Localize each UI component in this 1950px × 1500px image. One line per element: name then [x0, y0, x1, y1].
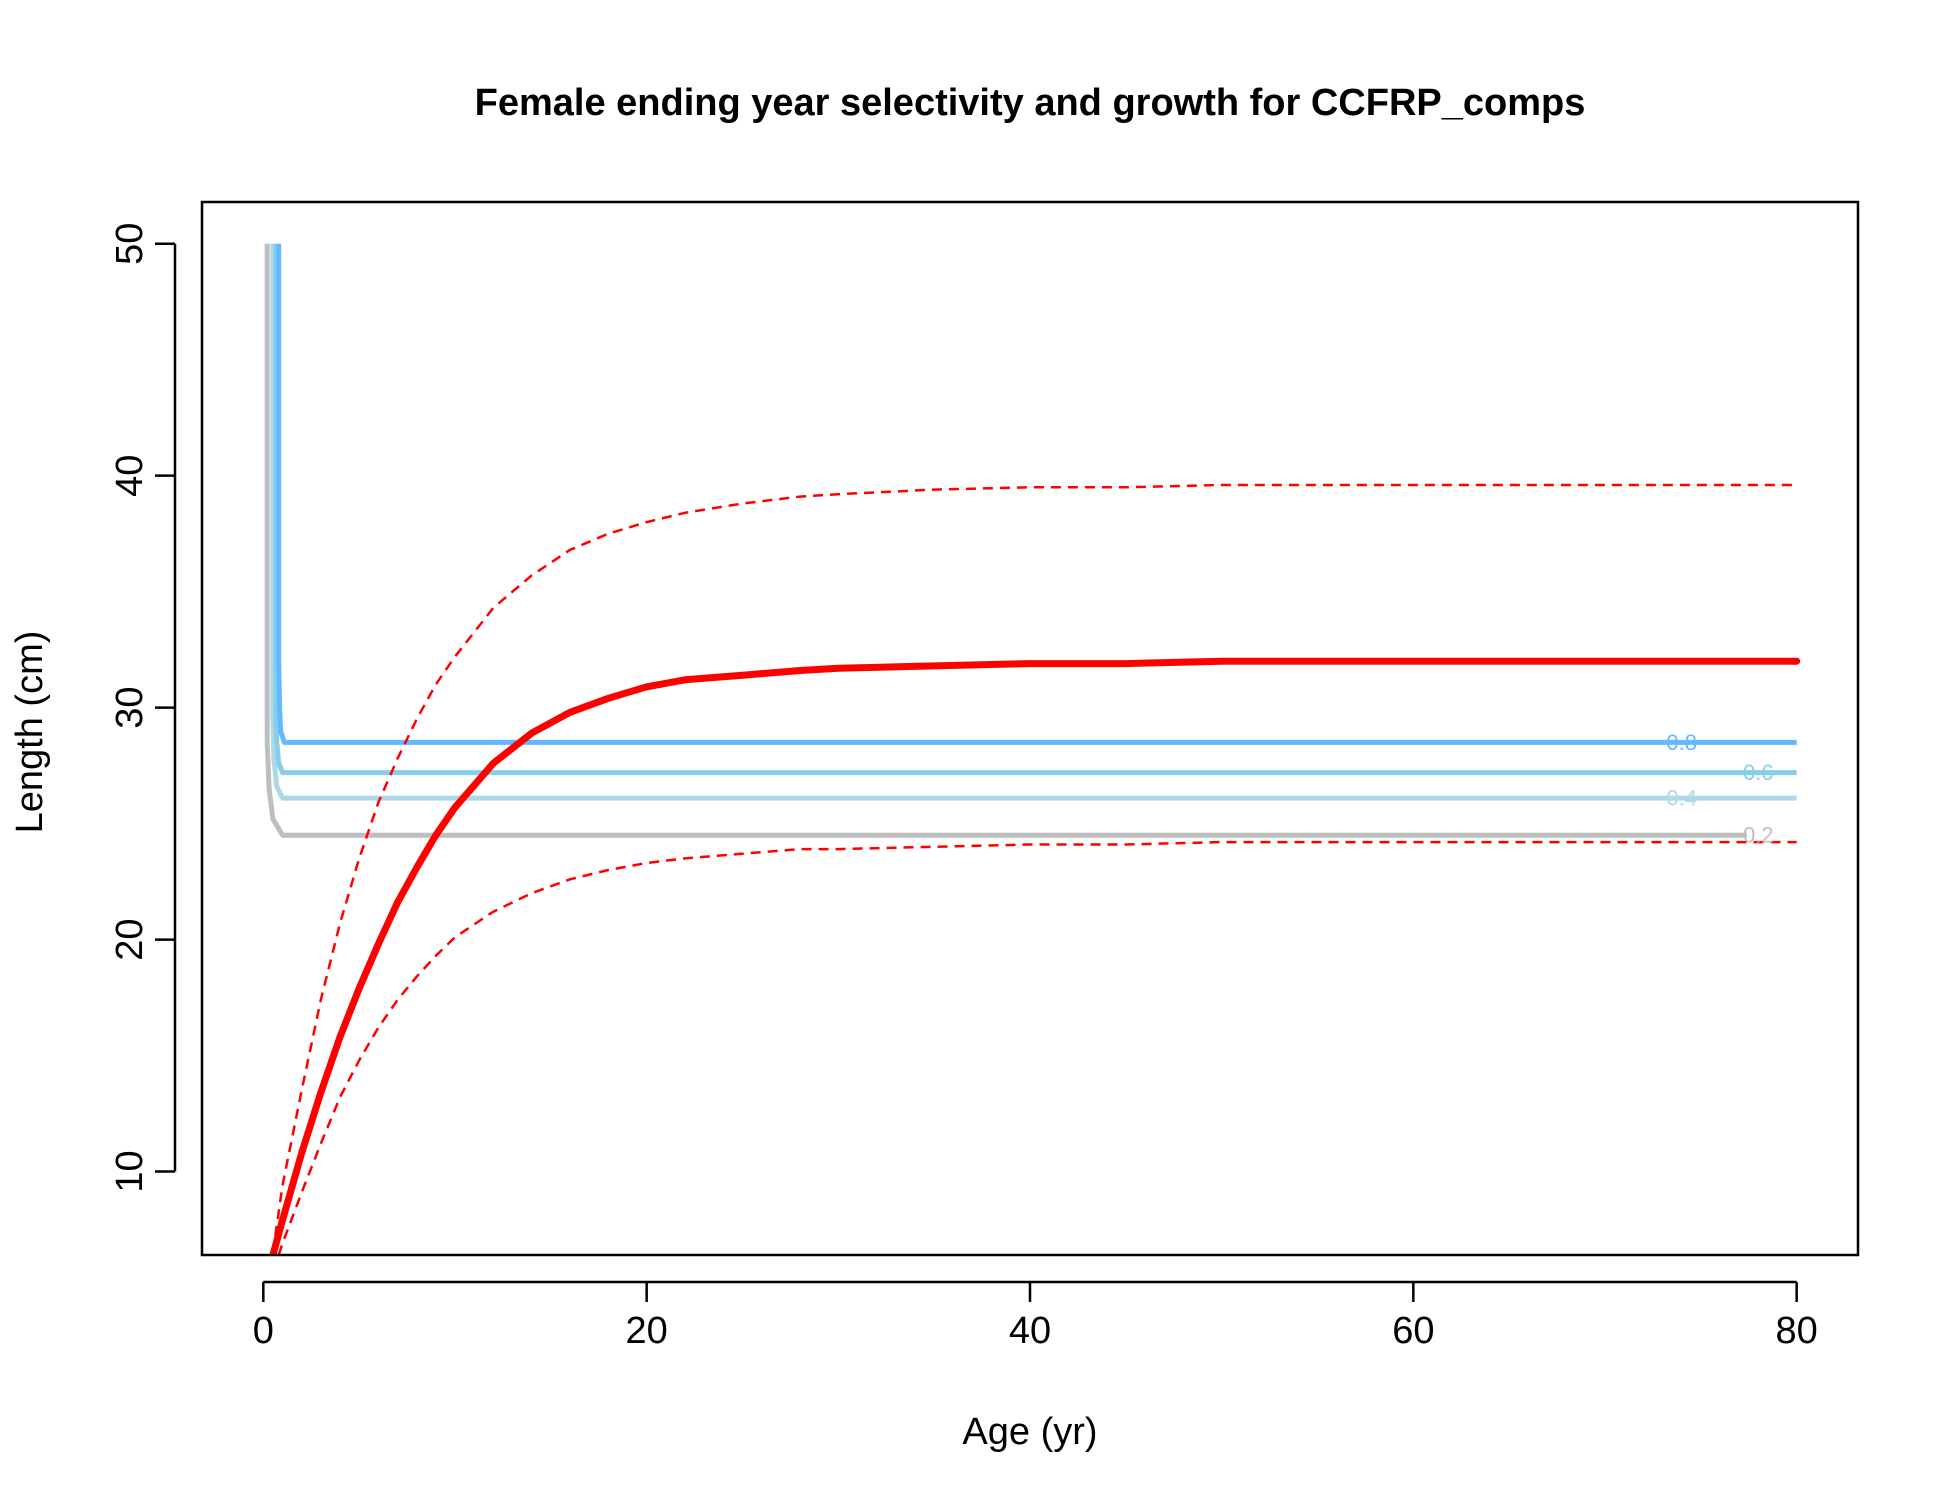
growth-lower-interval-line: [277, 840, 1797, 1255]
plot-area: 0.2 0.4 0.6 0.8: [264, 243, 1801, 1255]
y-tick-label-20: 20: [109, 918, 151, 960]
y-axis-label: Length (cm): [9, 631, 51, 834]
x-axis-label: Age (yr): [962, 1411, 1097, 1453]
growth-upper-interval-line: [271, 483, 1797, 1253]
plot-clip-group: [264, 243, 1801, 1255]
selectivity-contour-0-2: [264, 243, 1747, 838]
contour-label-0-4: 0.4: [1666, 786, 1697, 811]
selectivity-contour-0-8: [276, 243, 1797, 745]
chart-title: Female ending year selectivity and growt…: [475, 82, 1586, 124]
contour-label-0-8: 0.8: [1666, 730, 1697, 755]
growth-mean-line: [269, 657, 1801, 1255]
x-tick-label-20: 20: [626, 1310, 668, 1352]
y-tick-label-50: 50: [109, 223, 151, 265]
plot-frame: [200, 200, 1860, 1257]
x-tick-label-80: 80: [1776, 1310, 1818, 1352]
contour-label-0-6: 0.6: [1743, 760, 1774, 785]
selectivity-contour-0-4: [270, 243, 1797, 801]
contour-label-0-2: 0.2: [1743, 823, 1774, 848]
x-tick-label-60: 60: [1392, 1310, 1434, 1352]
y-tick-label-10: 10: [109, 1150, 151, 1192]
y-tick-label-30: 30: [109, 686, 151, 728]
selectivity-contour-0-6: [273, 243, 1797, 776]
x-tick-label-0: 0: [253, 1310, 274, 1352]
axes: 0 20 40 60 80 10 20 30 40 50: [109, 200, 1860, 1352]
x-tick-label-40: 40: [1009, 1310, 1051, 1352]
y-tick-label-40: 40: [109, 455, 151, 497]
